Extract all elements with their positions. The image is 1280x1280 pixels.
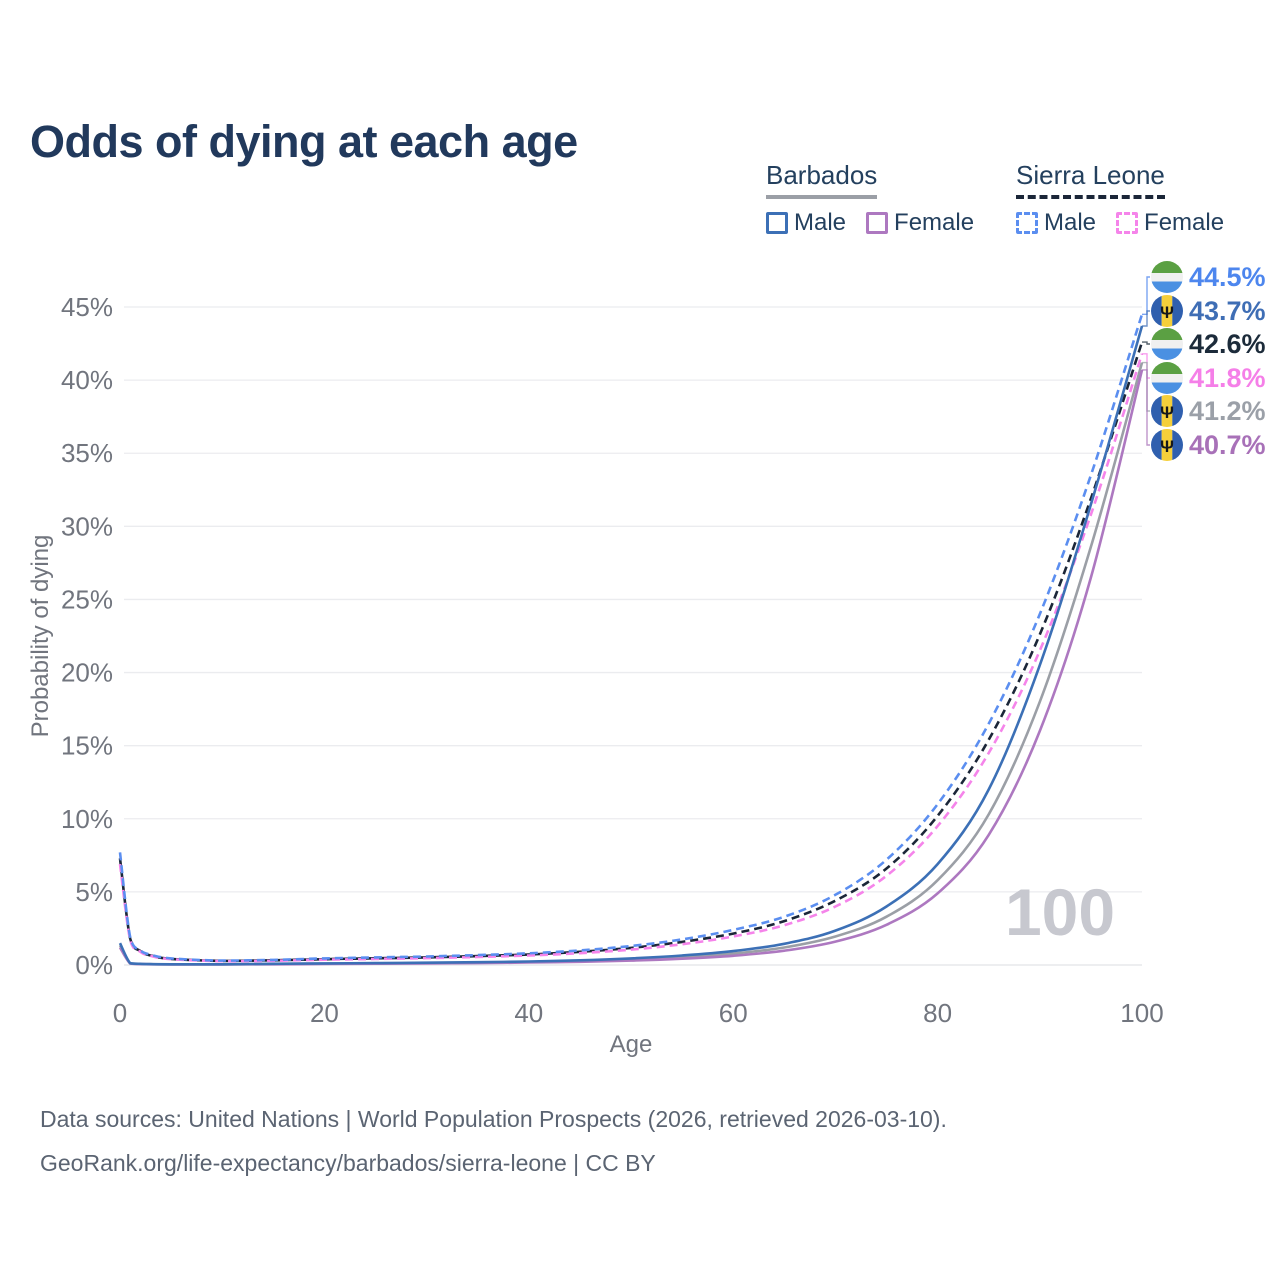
end-value-label: 41.8%: [1189, 363, 1266, 393]
sierra-leone-flag-icon: [1151, 328, 1183, 360]
svg-text:Ψ: Ψ: [1160, 403, 1174, 422]
y-tick-label: 40%: [61, 365, 113, 395]
y-tick-label: 45%: [61, 292, 113, 322]
x-tick-label: 60: [719, 998, 748, 1028]
y-tick-label: 15%: [61, 731, 113, 761]
footer: Data sources: United Nations | World Pop…: [40, 1106, 947, 1194]
svg-text:Ψ: Ψ: [1160, 437, 1174, 456]
sierra-leone-male-swatch-icon: [1016, 212, 1038, 234]
sierra-leone-flag-icon: [1151, 261, 1183, 293]
end-value-label: 40.7%: [1189, 430, 1266, 460]
age-hover-watermark: 100: [1005, 875, 1115, 949]
x-tick-label: 40: [514, 998, 543, 1028]
x-tick-label: 0: [113, 998, 127, 1028]
legend-country-barbados[interactable]: Barbados: [766, 160, 878, 199]
y-tick-label: 20%: [61, 658, 113, 688]
barbados-flag-icon: Ψ: [1151, 295, 1183, 327]
y-tick-label: 5%: [75, 877, 113, 907]
y-axis-title: Probability of dying: [27, 535, 54, 738]
legend-group-barbados: Barbados Male Female: [766, 160, 994, 237]
legend-item-label: Male: [794, 209, 847, 236]
series-line-sl-male: [118, 313, 1144, 962]
barbados-flag-icon: Ψ: [1151, 429, 1183, 461]
end-label-connector: [1142, 276, 1150, 315]
legend-item-barbados-male[interactable]: Male: [766, 209, 846, 237]
y-tick-label: 35%: [61, 438, 113, 468]
end-label-connector: [1142, 369, 1150, 446]
legend-item-sierra-leone-female[interactable]: Female: [1116, 209, 1224, 237]
x-tick-label: 80: [923, 998, 952, 1028]
legend-country-sierra-leone[interactable]: Sierra Leone: [1016, 160, 1165, 199]
end-label-connector: [1142, 310, 1150, 327]
y-tick-label: 25%: [61, 584, 113, 614]
legend-item-label: Female: [1144, 209, 1225, 236]
legend-item-label: Female: [894, 209, 975, 236]
plot-area[interactable]: [120, 285, 1142, 965]
end-label-connector: [1142, 353, 1150, 379]
x-axis-title: Age: [610, 1031, 653, 1058]
data-source-text: Data sources: United Nations | World Pop…: [40, 1106, 947, 1132]
series-line-bb-male: [118, 325, 1144, 966]
end-value-label: 43.7%: [1189, 296, 1266, 326]
mortality-line-chart: 0% 5% 10% 15% 20% 25% 30% 35% 40% 45% 0 20 40 60 80 100…: [27, 261, 1266, 1058]
y-tick-label: 10%: [61, 804, 113, 834]
page-title: Odds of dying at each age: [30, 116, 578, 168]
x-tick-label: 100: [1120, 998, 1163, 1028]
legend-item-sierra-leone-male[interactable]: Male: [1016, 209, 1096, 237]
legend-item-label: Male: [1044, 209, 1097, 236]
end-value-label: 44.5%: [1189, 262, 1266, 292]
legend-group-sierra-leone: Sierra Leone Male Female: [1016, 160, 1244, 237]
sierra-leone-female-swatch-icon: [1116, 212, 1139, 234]
sierra-leone-flag-icon: [1151, 362, 1183, 394]
end-label-connector: [1142, 341, 1150, 345]
end-value-label: 41.2%: [1189, 396, 1266, 426]
attribution-text: GeoRank.org/life-expectancy/barbados/sie…: [40, 1150, 656, 1176]
barbados-male-swatch-icon: [766, 212, 788, 234]
barbados-flag-icon: Ψ: [1151, 395, 1183, 427]
barbados-female-swatch-icon: [866, 212, 889, 234]
y-tick-label: 30%: [61, 511, 113, 541]
svg-text:Ψ: Ψ: [1160, 303, 1174, 322]
legend-item-barbados-female[interactable]: Female: [866, 209, 974, 237]
x-tick-label: 20: [310, 998, 339, 1028]
y-tick-label: 0%: [75, 950, 113, 980]
end-value-label: 42.6%: [1189, 329, 1266, 359]
